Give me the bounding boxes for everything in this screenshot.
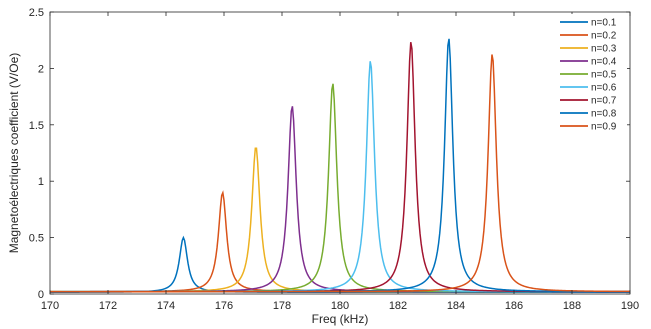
x-tick-label: 184: [447, 300, 465, 312]
legend-label: n=0.8: [591, 109, 617, 120]
y-tick-label: 0: [38, 289, 44, 301]
legend-label: n=0.9: [591, 122, 617, 133]
legend: n=0.1 n=0.2 n=0.3 n=0.4 n=0.5 n=0.6 n=0.7 n=0.8…: [555, 14, 627, 134]
y-axis-ticks: 0 0.5 1 1.5 2 2.5: [29, 7, 630, 301]
series-line-n-0-7: [50, 42, 630, 293]
x-tick-label: 178: [273, 300, 291, 312]
series-line-n-0-5: [50, 83, 630, 293]
series-line-n-0-2: [50, 190, 630, 293]
legend-label: n=0.3: [591, 44, 617, 55]
x-tick-label: 186: [505, 300, 523, 312]
series-layer: [49, 38, 631, 294]
y-axis-title: Magnetoélectriques coefficient (V/Oe): [7, 53, 21, 254]
y-tick-label: 1: [38, 176, 44, 188]
series-line-n-0-8: [49, 38, 631, 293]
series-line-n-0-6: [50, 61, 630, 293]
legend-label: n=0.6: [591, 83, 617, 94]
x-tick-label: 174: [157, 300, 175, 312]
legend-label: n=0.2: [591, 31, 617, 42]
series-line-n-0-9: [50, 54, 631, 293]
y-tick-label: 2: [38, 63, 44, 75]
x-tick-label: 180: [331, 300, 349, 312]
x-tick-label: 188: [563, 300, 581, 312]
legend-label: n=0.1: [591, 18, 617, 29]
x-axis-title: Freq (kHz): [312, 312, 369, 326]
x-tick-label: 170: [41, 300, 59, 312]
x-axis-ticks: 170 172 174 176 178 180 182 184 186 188 190: [41, 12, 639, 312]
y-tick-label: 0.5: [29, 233, 44, 245]
y-tick-label: 2.5: [29, 7, 44, 19]
legend-label: n=0.4: [591, 57, 617, 68]
series-line-n-0-4: [50, 106, 630, 293]
x-tick-label: 172: [99, 300, 117, 312]
axes-box: [49, 11, 631, 295]
series-line-n-0-1: [50, 235, 630, 294]
x-tick-label: 182: [389, 300, 407, 312]
legend-label: n=0.7: [591, 96, 617, 107]
y-tick-label: 1.5: [29, 120, 44, 132]
x-tick-label: 176: [215, 300, 233, 312]
x-tick-label: 190: [621, 300, 639, 312]
legend-label: n=0.5: [591, 70, 617, 81]
